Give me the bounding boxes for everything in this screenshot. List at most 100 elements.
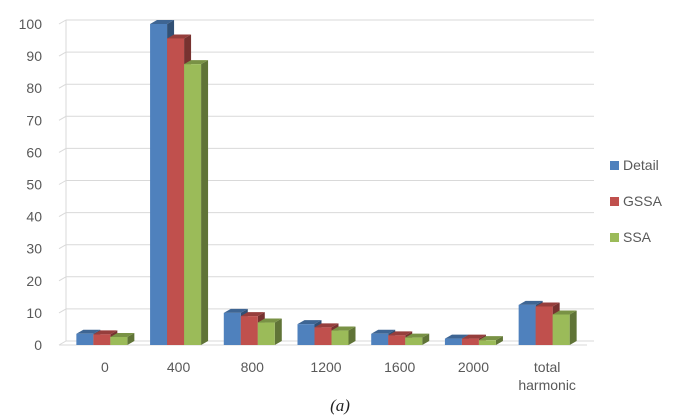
gridline-side [58,19,67,25]
gridline-side [58,244,67,250]
x-tick-label: 1600 [384,359,415,375]
y-tick-label: 30 [26,241,42,257]
bar-top [223,308,248,313]
gridline-side [58,180,67,185]
legend-swatch [610,233,619,242]
legend-item-ssa: SSA [610,229,652,245]
gridline-side [58,340,67,346]
bar-top [184,60,209,65]
bar [371,333,389,345]
bar-top [478,336,503,341]
bar [240,316,258,345]
bar-top [461,334,486,339]
gridline-side [58,308,67,314]
bar-ssa-400 [184,60,209,345]
gridline-side [58,212,67,218]
y-tick-label: 40 [26,209,42,225]
legend-label: SSA [623,229,652,245]
bar-side [201,60,209,345]
bar [150,24,168,345]
y-tick-label: 60 [26,144,42,160]
bars [76,20,577,345]
bar-side [422,333,430,345]
bar [388,335,406,345]
bar-top [240,312,265,317]
x-tick-label: 0 [101,359,109,375]
bar [444,338,462,345]
bar-top [552,310,577,315]
bar-top [76,329,101,334]
y-tick-label: 0 [34,337,42,353]
bar [535,306,553,345]
bar-top [371,329,396,334]
bar-top [405,333,430,338]
bar-top [110,332,135,337]
bar-side [274,318,282,345]
bar-ssa-1600 [405,333,430,345]
bar-side [348,326,356,345]
bar-ssa-total-harmonic [552,310,577,345]
bar-top [535,302,560,307]
y-tick-label: 20 [26,273,42,289]
y-tick-label: 50 [26,177,42,193]
bar-side [127,332,135,345]
bar [297,324,315,345]
x-tick-label: 2000 [458,359,489,375]
bar-side [495,336,503,345]
y-tick-label: 100 [19,16,43,32]
legend-item-detail: Detail [610,157,659,173]
bar [257,322,275,345]
bar [76,333,94,345]
gridline-side [58,276,67,282]
x-axis-ticks: 0 400 800 1200 1600 2000 total harmonic [101,359,576,393]
legend: Detail GSSA SSA [610,157,663,245]
bar-ssa-800 [257,318,282,345]
bar-top [388,331,413,336]
bar [552,314,570,345]
bar-top [444,334,469,339]
y-tick-label: 90 [26,48,42,64]
legend-swatch [610,161,619,170]
bar [461,338,479,345]
gridline-side [58,115,67,121]
bar-top [518,300,543,305]
gridline-side [58,51,67,57]
bar-ssa-1200 [331,326,356,345]
bar [478,340,496,345]
bar [167,38,185,345]
bar [184,64,202,345]
y-axis-ticks: 0 10 20 30 40 50 60 70 80 90 100 [19,16,43,353]
bar-ssa-0 [110,332,135,345]
legend-label: Detail [623,157,659,173]
legend-item-gssa: GSSA [610,193,663,209]
bar-ssa-2000 [478,336,503,345]
legend-swatch [610,197,619,206]
bar [110,336,128,345]
x-tick-label: total harmonic [518,359,576,393]
bar-top [331,326,356,331]
bar [93,334,111,345]
bar-top [257,318,282,323]
gridline-side [58,83,67,89]
y-tick-label: 10 [26,305,42,321]
bar [314,327,332,345]
bar-top [167,34,192,39]
legend-label: GSSA [623,193,663,209]
x-tick-label: 400 [167,359,191,375]
bar-top [314,323,339,328]
bar-top [93,330,118,335]
figure-caption: (a) [330,396,350,415]
gridline-side [58,147,67,153]
y-tick-label: 80 [26,80,42,96]
x-tick-label: 1200 [310,359,341,375]
gridlines [58,19,594,346]
bar [405,337,423,345]
bar [331,330,349,345]
y-tick-label: 70 [26,112,42,128]
bar [518,304,536,345]
bar-top [150,20,175,24]
bar [223,312,241,345]
x-tick-label: 800 [241,359,265,375]
bar-side [569,310,577,345]
